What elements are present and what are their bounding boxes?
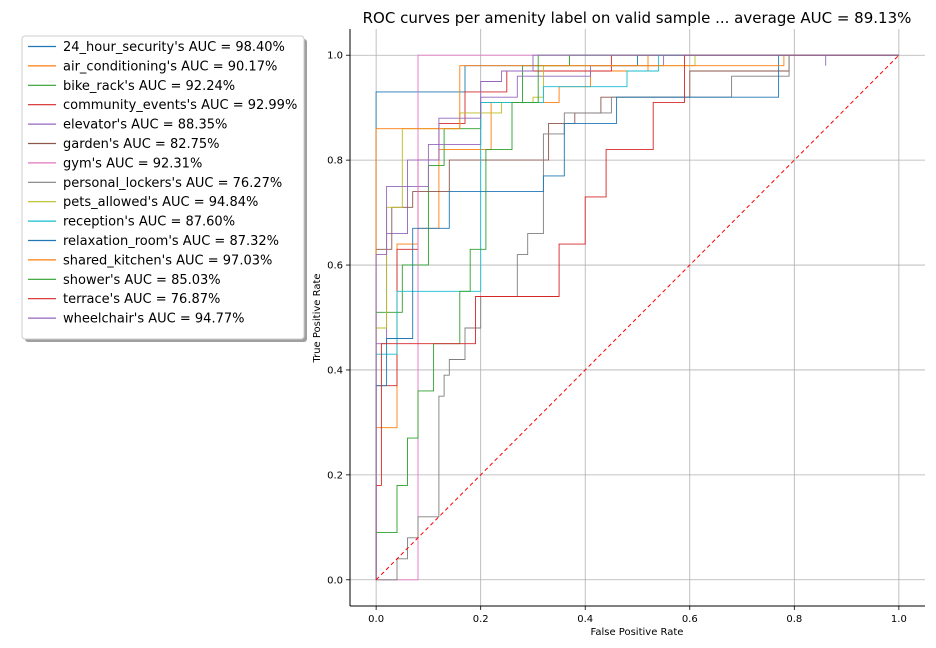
y-tick-label: 0.2: [327, 470, 343, 481]
legend-entry-label: gym's AUC = 92.31%: [63, 156, 202, 171]
y-tick-label: 1.0: [327, 51, 343, 62]
chart-title: ROC curves per amenity label on valid sa…: [363, 9, 912, 27]
roc-series-line-7: [376, 54, 899, 581]
roc-series-line-8: [375, 54, 899, 580]
roc-series-line-13: [375, 54, 899, 580]
legend-entry-label: 24_hour_security's AUC = 98.40%: [63, 40, 285, 55]
legend-entry-label: shower's AUC = 85.03%: [63, 273, 221, 288]
y-tick-label: 0.8: [327, 156, 343, 167]
legend-entry-label: reception's AUC = 87.60%: [63, 215, 235, 230]
y-tick-label: 0.0: [327, 575, 343, 586]
y-axis-title: True Positive Rate: [312, 273, 323, 363]
roc-series-line-12: [375, 54, 899, 580]
roc-series-line-11: [375, 54, 899, 580]
roc-series-line-9: [375, 54, 899, 580]
roc-series-line-10: [375, 54, 899, 580]
legend-entry-label: air_conditioning's AUC = 90.17%: [63, 59, 277, 74]
roc-series-line-2: [375, 54, 899, 580]
legend-entry-label: garden's AUC = 82.75%: [63, 137, 220, 152]
legend-entry-label: relaxation_room's AUC = 87.32%: [63, 234, 279, 249]
x-tick-label: 1.0: [891, 614, 907, 625]
roc-series-line-0: [375, 54, 899, 580]
x-tick-label: 0.4: [577, 614, 593, 625]
roc-series-line-5: [375, 54, 899, 580]
legend: 24_hour_security's AUC = 98.40% air_condi…: [21, 35, 307, 342]
legend-entry-label: elevator's AUC = 88.35%: [63, 118, 227, 133]
x-tick-label: 0.8: [786, 614, 802, 625]
y-tick-label: 0.6: [327, 261, 343, 272]
legend-entry-label: pets_allowed's AUC = 94.84%: [63, 195, 258, 210]
roc-series-line-1: [375, 54, 899, 580]
x-tick-label: 0.0: [368, 614, 384, 625]
roc-series-line-3: [375, 54, 899, 580]
roc-series-line-4: [375, 54, 899, 580]
plot-series: [375, 54, 900, 581]
y-tick-label: 0.4: [327, 365, 343, 376]
legend-entry-label: shared_kitchen's AUC = 97.03%: [63, 253, 272, 268]
x-axis-title: False Positive Rate: [591, 627, 684, 638]
legend-entry-label: personal_lockers's AUC = 76.27%: [63, 176, 282, 191]
x-tick-label: 0.2: [473, 614, 489, 625]
legend-entry-label: community_events's AUC = 92.99%: [63, 98, 297, 113]
x-tick-label: 0.6: [682, 614, 698, 625]
axes: 0.0 0.2 0.4 0.6 0.8 1.0 0.0 0.2 0.4 0.6 0.8 1.0: [327, 29, 925, 625]
legend-entry-label: terrace's AUC = 76.87%: [63, 292, 220, 307]
roc-series-line-14: [375, 54, 899, 580]
legend-entry-label: bike_rack's AUC = 92.24%: [63, 79, 235, 94]
reference-diagonal-line: [375, 54, 900, 581]
legend-box: [21, 35, 305, 340]
legend-entry-label: wheelchair's AUC = 94.77%: [63, 312, 244, 327]
roc-series-line-6: [376, 54, 899, 581]
